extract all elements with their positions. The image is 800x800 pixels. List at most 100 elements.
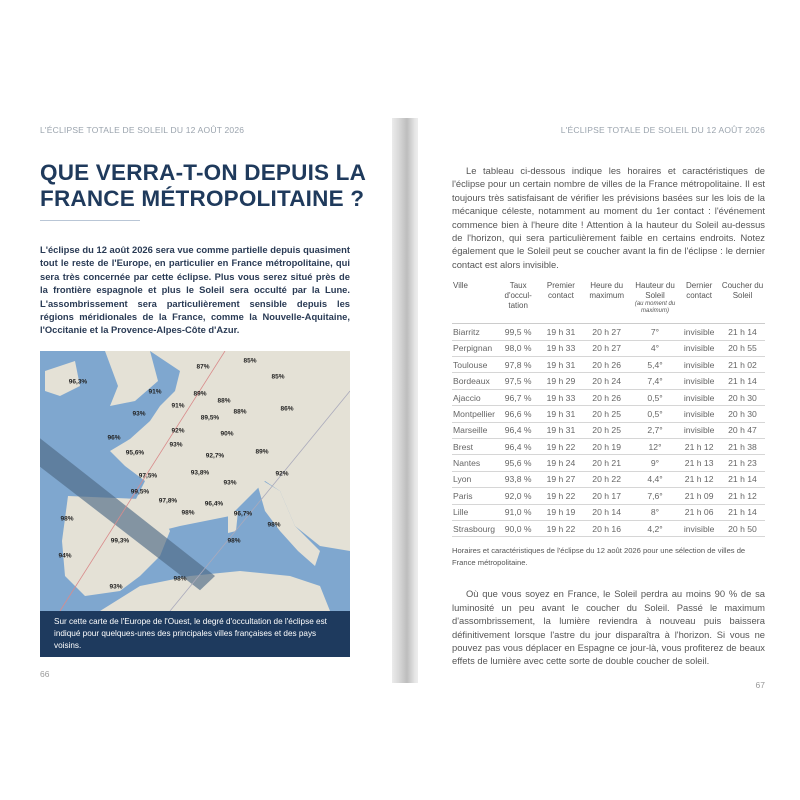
table-cell: 20 h 30: [720, 389, 765, 407]
map-label: 93%: [223, 479, 237, 487]
table-cell: 7°: [631, 323, 679, 341]
land-africa: [100, 570, 330, 611]
table-cell: 2,7°: [631, 422, 679, 439]
table-cell: 21 h 13: [678, 454, 720, 472]
map-label: 96,4%: [204, 500, 224, 508]
land-italy: [255, 475, 320, 566]
col-coucher: Coucher du Soleil: [720, 281, 765, 325]
table-row: Paris 92,0 % 19 h 22 20 h 17 7,6° 21 h 09 21 h…: [452, 487, 765, 505]
col-dernier: Dernier contact: [678, 281, 720, 325]
table-row: Montpellier 96,6 % 19 h 31 20 h 25 0,5° invis…: [452, 405, 765, 423]
map-label: 96,3%: [68, 378, 88, 386]
map-label: 93%: [169, 441, 183, 449]
table-cell: invisible: [678, 356, 720, 374]
table-cell: Montpellier: [452, 405, 497, 423]
map-label: 89%: [193, 390, 207, 398]
table-cell: 19 h 22: [540, 487, 582, 505]
eclipse-map: 87% 85% 85% 96,3% 91% 89% 88% 91% 86% 93…: [40, 350, 350, 611]
map-label: 92%: [171, 427, 185, 435]
table-cell: 20 h 27: [581, 340, 632, 358]
table-cell: 92,0 %: [496, 487, 541, 505]
land-europe: [110, 350, 350, 551]
table-cell: 20 h 50: [720, 520, 765, 538]
table-cell: 20 h 25: [581, 422, 632, 439]
table-cell: 96,4 %: [496, 422, 541, 439]
map-label: 98%: [227, 537, 241, 545]
table-cell: 19 h 33: [540, 340, 582, 358]
left-page: L'ÉCLIPSE TOTALE DE SOLEIL DU 12 AOÛT 20…: [0, 118, 392, 688]
map-background: [40, 350, 350, 611]
table-cell: 20 h 21: [581, 454, 632, 472]
map-label: 92%: [275, 470, 289, 478]
table-cell: 21 h 12: [678, 471, 720, 489]
table-cell: Nantes: [452, 454, 497, 472]
table-cell: 7,6°: [631, 487, 679, 505]
running-head: L'ÉCLIPSE TOTALE DE SOLEIL DU 12 AOÛT 20…: [560, 125, 765, 135]
table-cell: 20 h 26: [581, 389, 632, 407]
table-cell: 95,6 %: [496, 454, 541, 472]
map-label: 92,7%: [205, 452, 225, 460]
table-cell: Ajaccio: [452, 389, 497, 407]
table-row: Lille 91,0 % 19 h 19 20 h 14 8° 21 h 06 21 h 1…: [452, 504, 765, 521]
table-cell: 4°: [631, 340, 679, 358]
table-cell: 19 h 19: [540, 504, 582, 521]
map-label: 97,8%: [158, 497, 178, 505]
table-cell: invisible: [678, 422, 720, 439]
table-cell: 20 h 26: [581, 356, 632, 374]
col-taux: Taux d'occul-tation: [496, 281, 541, 325]
table-cell: 8°: [631, 504, 679, 521]
table-row: Biarritz 99,5 % 19 h 31 20 h 27 7° invisible 2…: [452, 323, 765, 341]
table-cell: 20 h 47: [720, 422, 765, 439]
limit-line: [59, 350, 226, 611]
table-cell: 97,5 %: [496, 372, 541, 390]
table-cell: Toulouse: [452, 356, 497, 374]
map-label: 91%: [148, 388, 162, 396]
map-label: 88%: [217, 397, 231, 405]
map-caption: Sur cette carte de l'Europe de l'Ouest, …: [40, 610, 350, 657]
map-label: 98%: [181, 509, 195, 517]
map-label: 89%: [255, 448, 269, 456]
table-cell: 98,0 %: [496, 340, 541, 358]
table-cell: 96,7 %: [496, 389, 541, 407]
table-cell: 96,4 %: [496, 438, 541, 456]
table-cell: 4,4°: [631, 471, 679, 489]
page-title: QUE VERRA-T-ON DEPUIS LA FRANCE MÉTROPOL…: [40, 160, 366, 211]
table-cell: invisible: [678, 389, 720, 407]
map-label: 99,3%: [110, 537, 130, 545]
table-cell: 19 h 31: [540, 405, 582, 423]
table-cell: 96,6 %: [496, 405, 541, 423]
col-maximum: Heure du maximum: [581, 281, 632, 325]
table-cell: 20 h 30: [720, 405, 765, 423]
map-label: 85%: [271, 373, 285, 381]
table-caption: Horaires et caractéristiques de l'éclips…: [452, 546, 746, 568]
table-cell: 20 h 27: [581, 323, 632, 341]
table-row: Bordeaux 97,5 % 19 h 29 20 h 24 7,4° invisibl…: [452, 372, 765, 390]
table-cell: 0,5°: [631, 389, 679, 407]
map-label: 96%: [107, 434, 121, 442]
table-cell: 20 h 25: [581, 405, 632, 423]
table-cell: 91,0 %: [496, 504, 541, 521]
map-label: 93%: [132, 410, 146, 418]
right-page: L'ÉCLIPSE TOTALE DE SOLEIL DU 12 AOÛT 20…: [418, 118, 800, 699]
table-cell: Strasbourg: [452, 520, 497, 538]
table-cell: 21 h 23: [720, 454, 765, 472]
map-label: 89,5%: [200, 414, 220, 422]
table-cell: 21 h 12: [678, 438, 720, 456]
table-cell: invisible: [678, 372, 720, 390]
map-label: 85%: [243, 357, 257, 365]
table-cell: 21 h 14: [720, 504, 765, 521]
page-number: 67: [755, 679, 765, 690]
title-rule: [40, 220, 140, 221]
table-header: Ville Taux d'occul-tation Premier contac…: [452, 281, 765, 325]
table-cell: Marseille: [452, 422, 497, 439]
table-row: Lyon 93,8 % 19 h 27 20 h 22 4,4° 21 h 12 21 h …: [452, 471, 765, 489]
running-head: L'ÉCLIPSE TOTALE DE SOLEIL DU 12 AOÛT 20…: [40, 125, 245, 135]
table-cell: 20 h 22: [581, 471, 632, 489]
table-cell: invisible: [678, 520, 720, 538]
table-cell: 21 h 06: [678, 504, 720, 521]
table-cell: 90,0 %: [496, 520, 541, 538]
table-row: Brest 96,4 % 19 h 22 20 h 19 12° 21 h 12 21 h …: [452, 438, 765, 456]
map-label: 98%: [267, 521, 281, 529]
table-cell: Lille: [452, 504, 497, 521]
table-cell: 21 h 12: [720, 487, 765, 505]
